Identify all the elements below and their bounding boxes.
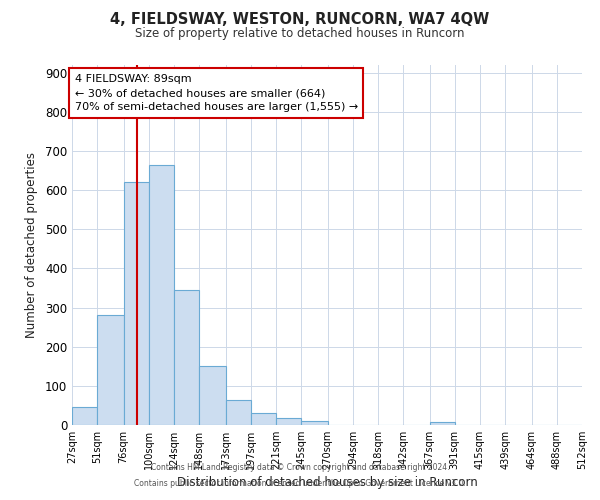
Bar — [149, 165, 174, 425]
Bar — [251, 414, 276, 425]
Bar — [174, 290, 199, 425]
X-axis label: Distribution of detached houses by size in Runcorn: Distribution of detached houses by size … — [176, 476, 478, 489]
Text: 4 FIELDSWAY: 89sqm
← 30% of detached houses are smaller (664)
70% of semi-detach: 4 FIELDSWAY: 89sqm ← 30% of detached hou… — [74, 74, 358, 112]
Bar — [276, 418, 301, 425]
Bar — [124, 182, 149, 425]
Bar — [199, 366, 226, 425]
Text: Contains HM Land Registry data © Crown copyright and database right 2024.: Contains HM Land Registry data © Crown c… — [151, 464, 449, 472]
Bar — [97, 316, 124, 425]
Bar — [72, 408, 97, 425]
Bar — [226, 400, 251, 425]
Bar — [430, 422, 455, 425]
Text: Contains public sector information licensed under the Open Government Licence v3: Contains public sector information licen… — [134, 478, 466, 488]
Bar — [301, 421, 328, 425]
Text: 4, FIELDSWAY, WESTON, RUNCORN, WA7 4QW: 4, FIELDSWAY, WESTON, RUNCORN, WA7 4QW — [110, 12, 490, 28]
Text: Size of property relative to detached houses in Runcorn: Size of property relative to detached ho… — [135, 28, 465, 40]
Y-axis label: Number of detached properties: Number of detached properties — [25, 152, 38, 338]
